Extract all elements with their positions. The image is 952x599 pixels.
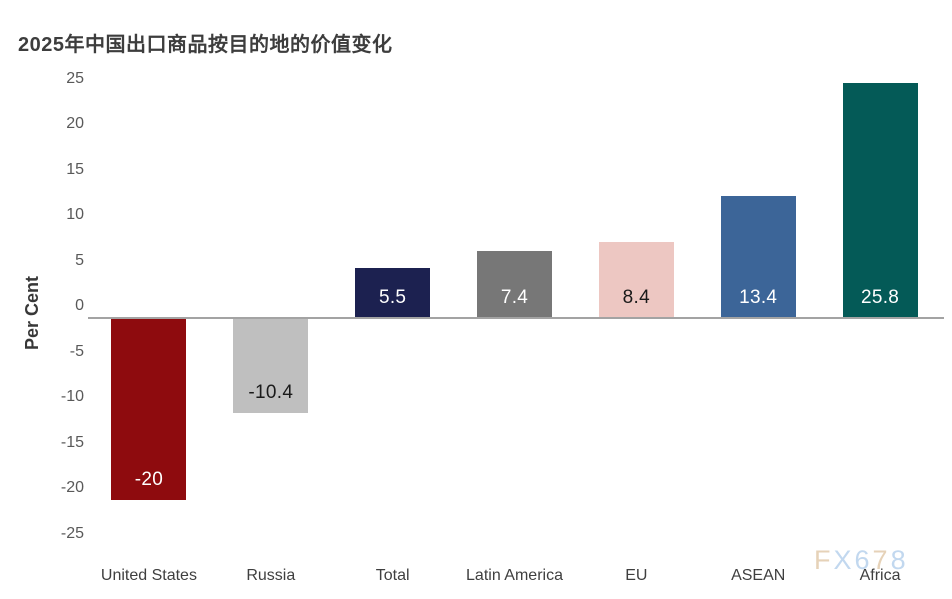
x-axis-tick-label: Latin America [466, 567, 563, 584]
bar-total [355, 267, 431, 318]
watermark-letter: 8 [890, 545, 909, 575]
x-axis-tick-label: ASEAN [731, 567, 786, 584]
watermark-letter: 7 [872, 545, 891, 575]
bar-united-states [111, 318, 187, 500]
bar-value-label: 8.4 [622, 287, 650, 308]
y-axis-tick-label: 5 [75, 251, 84, 269]
y-axis-tick-label: -25 [60, 524, 84, 542]
y-axis-tick-label: -20 [60, 479, 84, 496]
bar-eu [598, 241, 674, 318]
y-axis-tick-label: 25 [66, 69, 84, 87]
bar-russia [233, 318, 309, 413]
watermark-letter: F [814, 545, 834, 575]
x-axis-tick-label: Total [375, 567, 410, 584]
x-axis-tick-label: EU [625, 567, 648, 584]
y-axis-tick-label: 15 [66, 160, 84, 178]
bar-latin-america [477, 250, 552, 318]
bar-value-label: 25.8 [860, 287, 900, 308]
y-axis-tick-label: 0 [75, 297, 84, 314]
bar-value-label: 7.4 [500, 287, 529, 308]
x-axis-tick-label: Africa [859, 567, 901, 584]
bar-asean [720, 196, 796, 318]
zero-axis-line [88, 317, 944, 319]
y-axis-tick-label: -15 [60, 433, 84, 451]
y-axis-tick-label: -10 [60, 388, 84, 405]
y-axis-tick-label: 10 [66, 206, 84, 223]
y-axis-tick-label: -5 [69, 342, 84, 360]
bar-africa [842, 83, 918, 318]
bar-value-label: 13.4 [739, 287, 778, 308]
bar-value-label: 5.5 [378, 287, 407, 308]
watermark-letter: 6 [854, 545, 873, 575]
x-axis-tick-label: United States [100, 567, 197, 584]
watermark-fx678: FX678 [814, 545, 909, 576]
watermark-letter: X [833, 545, 855, 575]
bar-value-label: -10.4 [248, 381, 294, 403]
x-axis-tick-label: Russia [246, 567, 296, 584]
chart-title: 2025年中国出口商品按目的地的价值变化 [18, 34, 393, 56]
bar-value-label: -20 [134, 469, 164, 490]
y-axis-tick-label: 20 [66, 115, 84, 132]
